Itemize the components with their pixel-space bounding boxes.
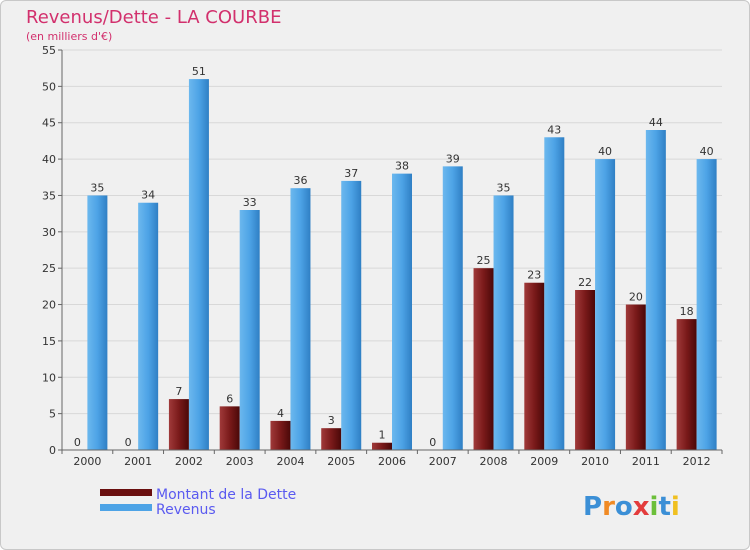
x-tick-label: 2001 bbox=[124, 455, 152, 468]
legend-label-revenus: Revenus bbox=[156, 502, 216, 518]
logo-letter: o bbox=[615, 492, 633, 522]
y-tick-label: 35 bbox=[42, 189, 56, 202]
data-label-revenus: 44 bbox=[649, 116, 663, 129]
y-tick-label: 15 bbox=[42, 335, 56, 348]
data-label-revenus: 38 bbox=[395, 160, 409, 173]
data-label-revenus: 35 bbox=[90, 181, 104, 194]
x-tick-label: 2004 bbox=[276, 455, 304, 468]
data-label-debt: 3 bbox=[328, 414, 335, 427]
x-tick-label: 2007 bbox=[429, 455, 457, 468]
x-tick-label: 2002 bbox=[175, 455, 203, 468]
data-label-debt: 22 bbox=[578, 276, 592, 289]
y-tick-label: 45 bbox=[42, 117, 56, 130]
y-tick-label: 40 bbox=[42, 153, 56, 166]
x-tick-label: 2009 bbox=[530, 455, 558, 468]
bar-revenus bbox=[239, 210, 260, 450]
bar-debt bbox=[473, 268, 494, 450]
bar-revenus bbox=[595, 159, 616, 450]
data-label-debt: 6 bbox=[226, 392, 233, 405]
bar-revenus bbox=[645, 130, 666, 450]
data-label-debt: 7 bbox=[175, 385, 182, 398]
logo-letter: r bbox=[602, 492, 615, 522]
data-label-debt: 4 bbox=[277, 407, 284, 420]
logo-letter: i bbox=[650, 492, 659, 522]
x-tick-label: 2000 bbox=[73, 455, 101, 468]
logo-letter: P bbox=[583, 492, 602, 522]
data-label-revenus: 40 bbox=[598, 145, 612, 158]
data-label-revenus: 37 bbox=[344, 167, 358, 180]
bar-revenus bbox=[442, 166, 463, 450]
logo-letter: i bbox=[671, 492, 680, 522]
data-label-revenus: 39 bbox=[446, 152, 460, 165]
x-tick-label: 2012 bbox=[683, 455, 711, 468]
data-label-revenus: 35 bbox=[497, 181, 511, 194]
y-axis: 0 5 10 15 20 25 30 35 40 45 50 55 bbox=[42, 44, 63, 457]
y-tick-label: 10 bbox=[42, 371, 56, 384]
data-label-revenus: 33 bbox=[243, 196, 257, 209]
bar-debt bbox=[625, 304, 646, 450]
bar-revenus bbox=[493, 195, 514, 450]
bar-debt bbox=[219, 406, 240, 450]
x-tick-label: 2008 bbox=[480, 455, 508, 468]
data-label-revenus: 51 bbox=[192, 65, 206, 78]
bar-debt bbox=[168, 399, 189, 450]
y-tick-label: 30 bbox=[42, 226, 56, 239]
legend-label-debt: Montant de la Dette bbox=[156, 487, 296, 503]
bar-revenus bbox=[544, 137, 565, 451]
data-label-debt: 23 bbox=[527, 269, 541, 282]
y-tick-label: 50 bbox=[42, 80, 56, 93]
x-tick-label: 2010 bbox=[581, 455, 609, 468]
x-tick-label: 2006 bbox=[378, 455, 406, 468]
bars: 0 35 0 34 7 51 6 33 4 36 3 37 1 38 0 39 25 35 23 43 22 40 20 44… bbox=[74, 65, 717, 451]
data-label-debt: 20 bbox=[629, 291, 643, 304]
y-tick-label: 0 bbox=[49, 444, 56, 457]
x-axis: 2000 2001 2002 2003 2004 2005 2006 2007 2008 2009… bbox=[61, 449, 723, 468]
bar-debt bbox=[676, 319, 697, 450]
data-label-debt: 0 bbox=[74, 436, 81, 449]
data-label-debt: 1 bbox=[379, 429, 386, 442]
proxiti-logo: Proxiti bbox=[583, 492, 680, 522]
data-label-debt: 0 bbox=[125, 436, 132, 449]
bar-debt bbox=[270, 420, 291, 450]
legend: Montant de la Dette Revenus bbox=[100, 487, 296, 518]
bar-debt bbox=[321, 428, 342, 450]
data-label-revenus: 43 bbox=[547, 123, 561, 136]
data-label-revenus: 34 bbox=[141, 189, 155, 202]
logo-letter: x bbox=[633, 492, 650, 522]
chart-title: Revenus/Dette - LA COURBE bbox=[26, 7, 281, 28]
data-label-debt: 25 bbox=[477, 254, 491, 267]
legend-swatch-revenus bbox=[100, 504, 152, 511]
x-tick-label: 2003 bbox=[226, 455, 254, 468]
bar-debt bbox=[524, 282, 545, 450]
y-tick-label: 55 bbox=[42, 44, 56, 57]
y-tick-label: 5 bbox=[49, 408, 56, 421]
bar-revenus bbox=[290, 188, 311, 450]
legend-swatch-debt bbox=[100, 489, 152, 496]
x-tick-label: 2011 bbox=[632, 455, 660, 468]
y-tick-label: 20 bbox=[42, 299, 56, 312]
bar-revenus bbox=[392, 173, 412, 451]
bar-revenus bbox=[87, 195, 108, 450]
bar-revenus bbox=[188, 79, 209, 450]
bar-debt bbox=[575, 290, 596, 450]
y-tick-label: 25 bbox=[42, 262, 56, 275]
x-tick-label: 2005 bbox=[327, 455, 355, 468]
data-label-debt: 0 bbox=[429, 436, 436, 449]
data-label-debt: 18 bbox=[680, 305, 694, 318]
logo-letter: t bbox=[658, 492, 670, 522]
bar-revenus bbox=[696, 159, 717, 450]
bar-revenus bbox=[341, 180, 362, 450]
data-label-revenus: 36 bbox=[293, 174, 307, 187]
chart-subtitle: (en milliers d'€) bbox=[26, 30, 112, 43]
bar-revenus bbox=[138, 202, 159, 450]
bar-debt bbox=[372, 442, 392, 450]
data-label-revenus: 40 bbox=[700, 145, 714, 158]
